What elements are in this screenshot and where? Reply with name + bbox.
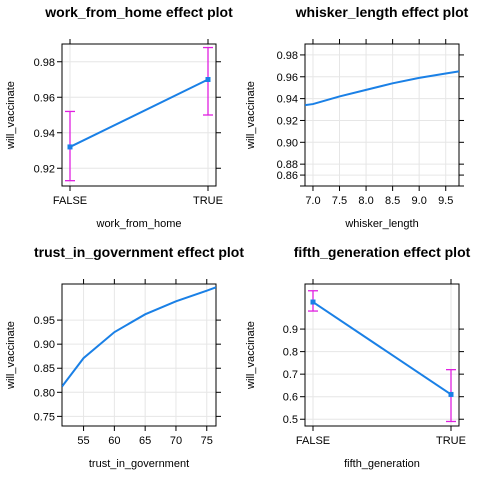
- y-tick-label: 0.92: [277, 115, 298, 127]
- y-axis-label: will_vaccinate: [5, 81, 17, 150]
- y-tick-label: 0.80: [34, 387, 55, 399]
- y-tick-label: 0.8: [283, 347, 298, 359]
- y-tick-label: 0.7: [283, 369, 298, 381]
- y-tick-label: 0.88: [277, 159, 298, 171]
- y-tick-label: 0.75: [34, 411, 55, 423]
- chart-title: work_from_home effect plot: [44, 4, 233, 20]
- data-point: [448, 391, 454, 397]
- x-tick-label: 8.0: [358, 195, 373, 207]
- x-tick-label: 9.5: [438, 195, 453, 207]
- effect-panel-3: trust_in_government effect plot 55 60 65 70 7…: [5, 244, 244, 470]
- x-tick-label: 70: [170, 435, 182, 447]
- grid-lines: [62, 284, 216, 426]
- y-tick-label: 0.85: [34, 363, 55, 375]
- x-tick-label: TRUE: [436, 435, 466, 447]
- x-axis-label: whisker_length: [344, 218, 418, 230]
- y-tick-label: 0.98: [277, 50, 298, 62]
- effect-panel-4: fifth_generation effect plot FALSE TRUE 0.5…: [245, 244, 471, 470]
- x-axis-label: fifth_generation: [344, 458, 420, 470]
- x-tick-label: 8.5: [385, 195, 400, 207]
- y-tick-label: 0.96: [277, 72, 298, 84]
- grid-lines: [305, 44, 459, 187]
- x-tick-label: 7.0: [305, 195, 320, 207]
- y-tick-label: 0.90: [34, 339, 55, 351]
- x-tick-label: 60: [108, 435, 120, 447]
- grid-lines: [305, 284, 459, 426]
- data-point: [310, 299, 316, 305]
- y-tick-label: 0.92: [34, 163, 55, 175]
- effect-panel-1: work_from_home effect plot FALSE TRUE 0.92 0…: [5, 4, 233, 230]
- y-tick-label: 0.98: [34, 57, 55, 69]
- y-axis-label: will_vaccinate: [5, 321, 17, 390]
- y-tick-label: 0.90: [277, 137, 298, 149]
- effect-line: [305, 70, 459, 107]
- data-point: [205, 77, 211, 82]
- x-tick-label: 65: [139, 435, 151, 447]
- y-axis-label: will_vaccinate: [245, 321, 257, 390]
- chart-title: trust_in_government effect plot: [34, 244, 244, 260]
- plot-frame: [61, 283, 217, 427]
- effect-panel-2: whisker_length effect plot 7.0 7.5 8.0 8.5 9.…: [245, 4, 469, 230]
- plot-frame: [61, 43, 217, 187]
- effect-line: [62, 286, 216, 388]
- x-tick-label: 9.0: [412, 195, 427, 207]
- y-tick-label: 0.9: [283, 324, 298, 336]
- y-tick-label: 0.6: [283, 392, 298, 404]
- chart-title: fifth_generation effect plot: [294, 244, 471, 260]
- effect-line: [312, 301, 452, 396]
- data-point: [67, 144, 73, 150]
- x-axis-label: trust_in_government: [89, 458, 189, 470]
- plot-frame: [304, 43, 460, 187]
- x-tick-label: FALSE: [53, 195, 87, 207]
- y-tick-label: 0.86: [277, 170, 298, 182]
- x-tick-label: FALSE: [296, 435, 330, 447]
- grid-lines: [62, 44, 216, 186]
- x-tick-label: 75: [201, 435, 213, 447]
- x-tick-label: TRUE: [193, 195, 223, 207]
- y-tick-label: 0.94: [34, 128, 55, 140]
- effect-line: [69, 78, 209, 148]
- y-tick-label: 0.5: [283, 414, 298, 426]
- y-tick-label: 0.96: [34, 92, 55, 104]
- y-axis-label: will_vaccinate: [245, 81, 257, 150]
- plot-frame: [304, 283, 460, 427]
- chart-title: whisker_length effect plot: [295, 4, 469, 20]
- y-tick-label: 0.95: [34, 315, 55, 327]
- x-tick-label: 55: [77, 435, 89, 447]
- x-axis-label: work_from_home: [96, 218, 182, 230]
- y-tick-label: 0.94: [277, 94, 298, 106]
- x-tick-label: 7.5: [332, 195, 347, 207]
